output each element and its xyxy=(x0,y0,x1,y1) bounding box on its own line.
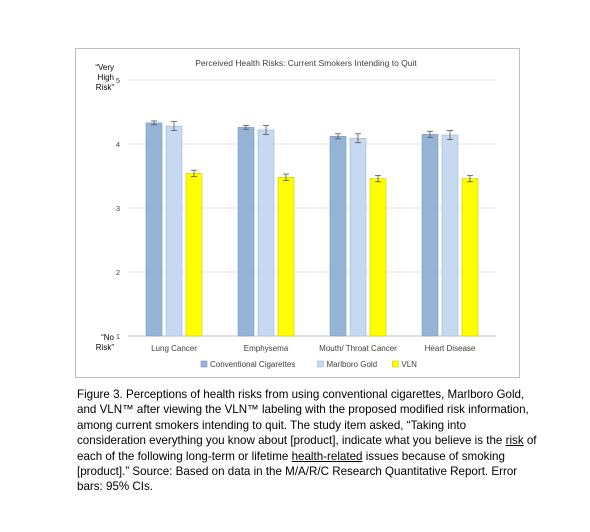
legend-label: Marlboro Gold xyxy=(326,360,377,369)
y-bottom-label-line-1: “No xyxy=(101,333,114,342)
bar xyxy=(461,178,479,337)
y-top-label-line-2: High xyxy=(97,73,114,82)
caption-underlined-text: risk xyxy=(505,434,524,448)
bar xyxy=(185,173,203,337)
y-top-label-line-3: Risk” xyxy=(95,83,114,92)
caption-text: issues because of smoking [product].” So… xyxy=(77,449,518,494)
caption-text: of each of the following long-term or li… xyxy=(77,434,537,463)
legend-label: VLN xyxy=(401,360,417,369)
bar xyxy=(349,137,367,337)
bar xyxy=(237,127,255,337)
figure-caption: Figure 3. Perceptions of health risks fr… xyxy=(77,387,537,495)
bar xyxy=(329,136,347,337)
x-category-label: Heart Disease xyxy=(425,344,476,353)
bar xyxy=(369,178,387,337)
bar xyxy=(165,125,183,337)
caption-underlined-text: health-related xyxy=(291,449,363,463)
bar xyxy=(257,129,275,337)
y-bottom-label: “No Risk” xyxy=(78,333,114,353)
bar xyxy=(145,122,163,337)
x-category-label: Mouth/ Throat Cancer xyxy=(319,344,397,353)
y-top-label: “Very High Risk” xyxy=(78,63,114,93)
y-tick-label: 2 xyxy=(116,268,120,277)
bar xyxy=(421,134,439,337)
y-tick-label: 3 xyxy=(116,204,120,213)
legend-swatch xyxy=(200,360,208,368)
legend-label: Conventional Cigarettes xyxy=(210,360,295,369)
y-tick-label: 5 xyxy=(116,76,120,85)
y-bottom-label-line-2: Risk” xyxy=(95,343,114,352)
x-category-label: Emphysema xyxy=(244,344,289,353)
legend-swatch xyxy=(317,360,324,368)
y-tick-label: 4 xyxy=(116,140,120,149)
y-top-label-line-1: “Very xyxy=(95,63,114,72)
bar xyxy=(441,134,459,337)
chart-title: Perceived Health Risks: Current Smokers … xyxy=(195,58,417,68)
legend-swatch xyxy=(392,360,399,368)
caption-text: Figure 3. Perceptions of health risks fr… xyxy=(77,388,529,448)
x-category-label: Lung Cancer xyxy=(151,344,197,353)
y-tick-label: 1 xyxy=(116,332,120,341)
bar-chart: Perceived Health Risks: Current Smokers … xyxy=(116,58,496,369)
bar xyxy=(277,176,295,337)
chart-frame: Perceived Health Risks: Current Smokers … xyxy=(75,48,520,378)
